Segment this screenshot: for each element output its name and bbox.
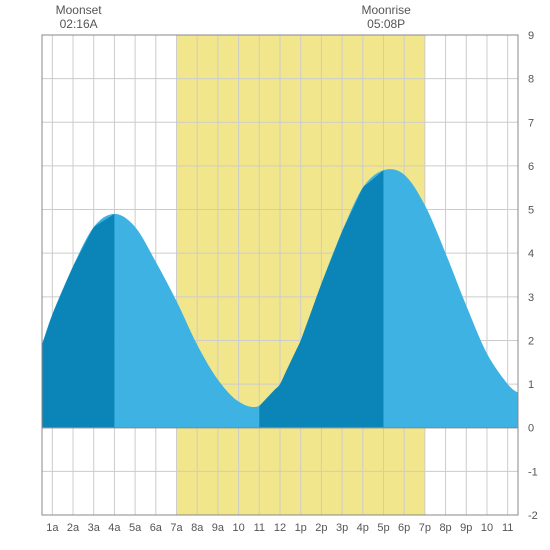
- moonrise-label: Moonrise: [361, 3, 411, 17]
- chart-svg: 1a2a3a4a5a6a7a8a9a1011121p2p3p4p5p6p7p8p…: [0, 0, 550, 550]
- x-tick-label: 2a: [67, 522, 80, 534]
- x-tick-label: 11: [254, 522, 265, 534]
- x-tick-label: 9p: [460, 522, 472, 534]
- y-tick-label: 5: [528, 205, 534, 217]
- moonrise-time: 05:08P: [367, 17, 405, 31]
- y-tick-label: 4: [528, 248, 534, 260]
- x-tick-label: 12: [274, 522, 286, 534]
- y-tick-label: 0: [528, 423, 534, 435]
- y-tick-label: 9: [528, 30, 534, 42]
- x-tick-label: 7p: [419, 522, 431, 534]
- x-tick-label: 3p: [336, 522, 348, 534]
- x-tick-label: 8p: [439, 522, 451, 534]
- x-tick-label: 8a: [191, 522, 204, 534]
- y-tick-label: 8: [528, 74, 534, 86]
- x-tick-label: 6p: [398, 522, 410, 534]
- x-tick-label: 11: [502, 522, 513, 534]
- moonset-time: 02:16A: [60, 17, 98, 31]
- y-tick-label: -1: [528, 466, 538, 478]
- x-tick-label: 9a: [212, 522, 225, 534]
- x-tick-label: 4a: [108, 522, 121, 534]
- x-tick-label: 1a: [46, 522, 59, 534]
- y-tick-label: -2: [528, 510, 538, 522]
- y-tick-label: 3: [528, 292, 534, 304]
- x-tick-label: 6a: [150, 522, 163, 534]
- tide-area-dark: [42, 214, 114, 428]
- x-tick-label: 2p: [315, 522, 327, 534]
- y-tick-label: 6: [528, 161, 534, 173]
- x-tick-label: 1p: [295, 522, 307, 534]
- x-tick-label: 5p: [377, 522, 389, 534]
- tide-chart: 1a2a3a4a5a6a7a8a9a1011121p2p3p4p5p6p7p8p…: [0, 0, 550, 550]
- y-tick-label: 1: [528, 379, 534, 391]
- x-tick-label: 4p: [357, 522, 369, 534]
- x-tick-label: 7a: [170, 522, 183, 534]
- x-tick-label: 10: [481, 522, 493, 534]
- x-tick-label: 5a: [129, 522, 142, 534]
- x-tick-label: 3a: [88, 522, 101, 534]
- y-tick-label: 2: [528, 335, 534, 347]
- moonset-label: Moonset: [56, 3, 103, 17]
- x-tick-label: 10: [232, 522, 244, 534]
- y-tick-label: 7: [528, 117, 534, 129]
